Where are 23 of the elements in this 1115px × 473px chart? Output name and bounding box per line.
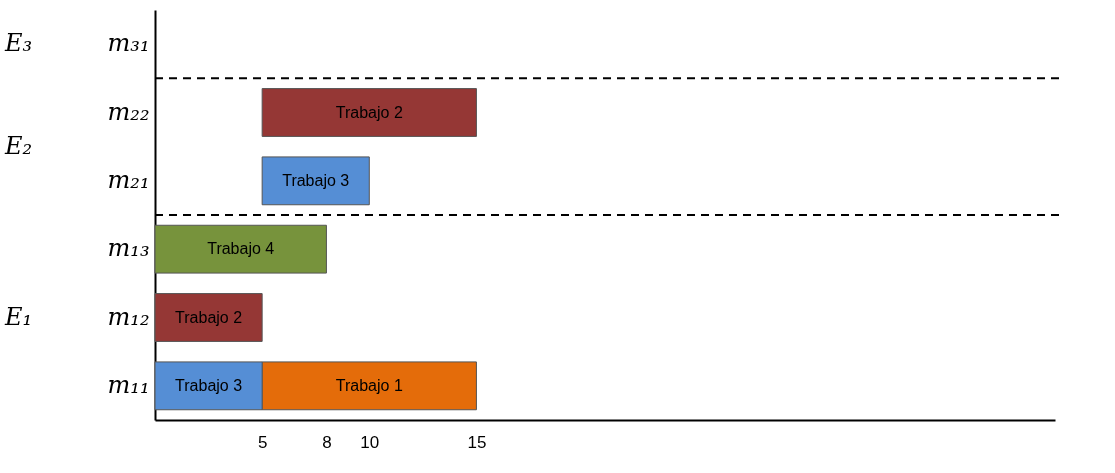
x-tick-label: 5 xyxy=(257,432,268,452)
y-tick-label: m₂₂ xyxy=(107,97,150,126)
text: E₂ xyxy=(4,131,33,160)
series-label: Trabajo 4 xyxy=(207,240,275,258)
y-tick-label: m₂₁ xyxy=(107,165,150,194)
series-label: Trabajo 3 xyxy=(175,376,243,394)
text: E₃ xyxy=(4,29,33,58)
y-tick-label: m₁₃ xyxy=(107,234,150,263)
text: Trabajo 3 xyxy=(282,171,350,189)
x-tick-label: 15 xyxy=(467,432,487,452)
text: E₁ xyxy=(4,302,33,331)
series-label: Trabajo 1 xyxy=(335,376,403,394)
bar xyxy=(154,224,327,274)
y-tick-label: m₁₂ xyxy=(107,302,150,331)
bar xyxy=(261,156,370,206)
bar xyxy=(154,293,263,342)
y-tick-label: m₁₁ xyxy=(107,370,150,399)
bar xyxy=(261,88,477,137)
y-tick-label: m₃₁ xyxy=(107,29,150,58)
x-tick-label: 8 xyxy=(322,432,332,452)
text: Trabajo 2 xyxy=(175,308,243,326)
series-label: Trabajo 2 xyxy=(335,103,403,121)
x-tick-label: 10 xyxy=(360,432,380,452)
